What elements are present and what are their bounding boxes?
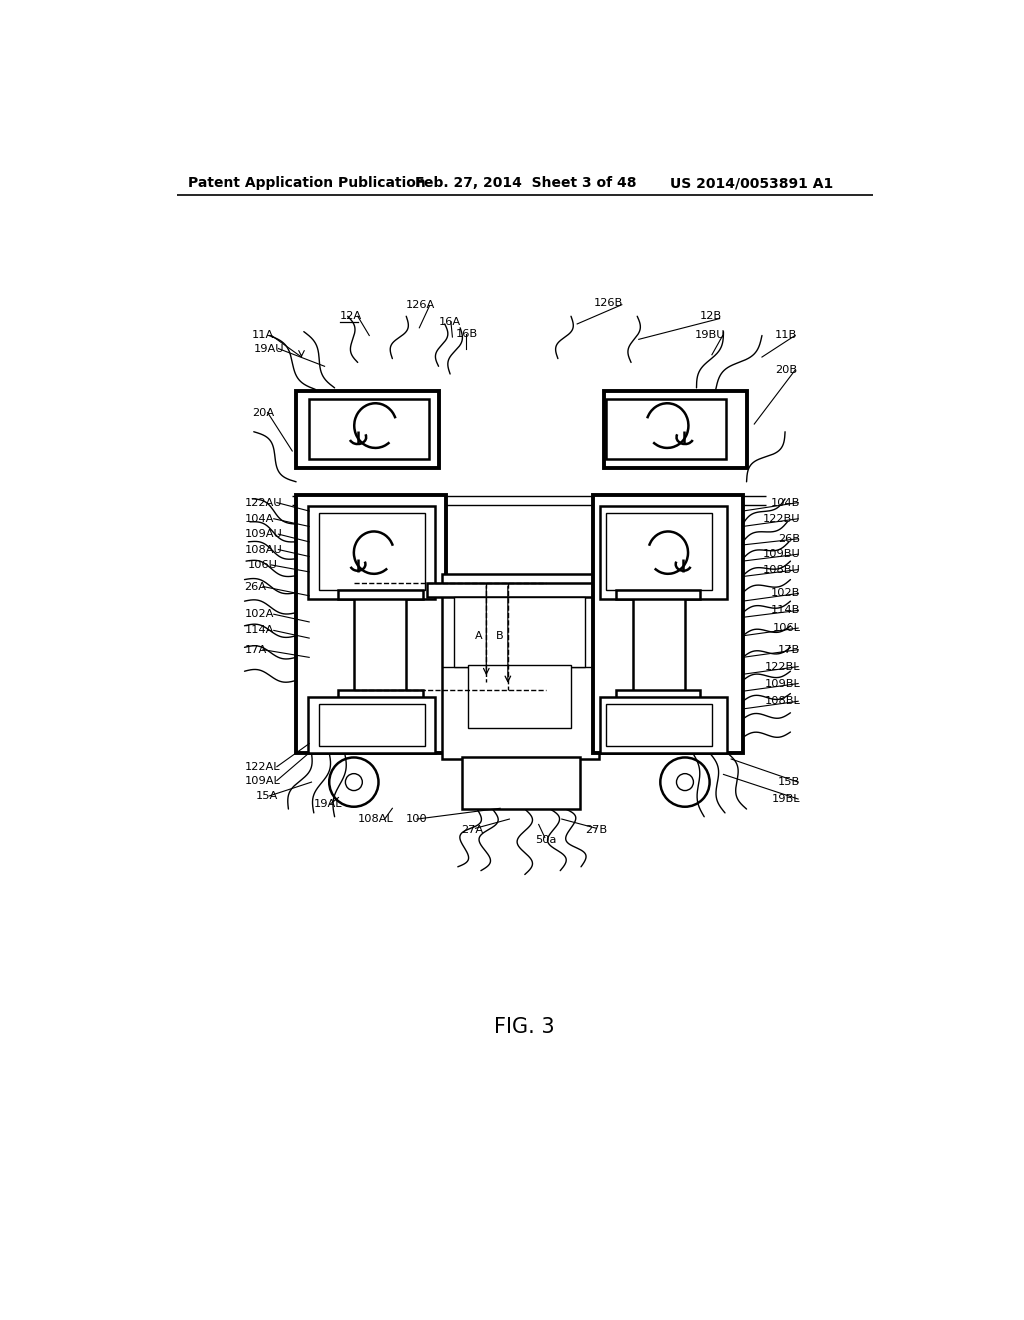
Text: 16B: 16B [456,329,477,339]
Bar [442,574,599,759]
Text: 16A: 16A [438,317,461,326]
Bar [307,507,435,599]
Text: 126A: 126A [407,300,435,310]
Bar [339,690,423,700]
Text: 20A: 20A [252,408,274,417]
Text: 122AL: 122AL [245,762,280,772]
Bar [605,704,712,746]
Text: 114A: 114A [245,626,273,635]
Text: 27A: 27A [462,825,483,834]
Text: 122AU: 122AU [245,498,283,508]
Text: 17B: 17B [778,644,801,655]
Text: 15B: 15B [778,777,801,787]
Text: Feb. 27, 2014  Sheet 3 of 48: Feb. 27, 2014 Sheet 3 of 48 [416,176,637,190]
Bar [319,512,425,590]
Text: 126B: 126B [594,298,624,308]
Bar [454,598,585,667]
Text: A: A [475,631,482,640]
Text: 12A: 12A [340,312,362,321]
Bar [615,590,700,599]
Text: 12B: 12B [699,312,722,321]
Text: FIG. 3: FIG. 3 [495,1016,555,1038]
Text: 102B: 102B [771,589,801,598]
Text: 108AU: 108AU [245,545,283,554]
Text: 17A: 17A [245,644,267,655]
Bar [309,399,429,459]
Text: 108BL: 108BL [765,696,801,706]
Text: 19AL: 19AL [313,799,342,809]
Text: 15A: 15A [255,791,278,801]
Text: 106L: 106L [772,623,801,634]
Text: 108AL: 108AL [357,814,393,824]
Bar [604,391,746,469]
Text: 109BL: 109BL [765,678,801,689]
Bar [339,590,423,599]
Bar [427,583,614,598]
Text: 19AU: 19AU [254,343,285,354]
Text: B: B [497,631,504,640]
Bar [296,391,438,469]
Text: 104A: 104A [245,513,273,524]
Text: 104B: 104B [771,498,801,508]
Bar [468,665,571,729]
Bar [296,495,446,752]
Text: 19BU: 19BU [694,330,725,341]
Bar [354,597,407,693]
Bar [633,597,685,693]
Bar [600,697,727,752]
Text: 20B: 20B [775,366,798,375]
Text: 27B: 27B [585,825,607,834]
Text: 102A: 102A [245,610,273,619]
Text: 122BU: 122BU [763,513,801,524]
Text: 122BL: 122BL [765,661,801,672]
Text: 108BU: 108BU [763,565,801,574]
Bar [462,756,581,809]
Text: 109BU: 109BU [763,549,801,560]
Text: 19BL: 19BL [772,795,801,804]
Text: 100: 100 [407,814,428,824]
Bar [615,690,700,700]
Text: 26B: 26B [778,533,801,544]
Text: 11B: 11B [775,330,798,341]
Bar [606,399,726,459]
Text: 50a: 50a [535,834,556,845]
Text: Patent Application Publication: Patent Application Publication [188,176,426,190]
Text: 26A: 26A [245,582,266,591]
Text: 114B: 114B [771,606,801,615]
Bar [593,495,742,752]
Text: 106U: 106U [248,560,278,570]
Text: 109AU: 109AU [245,529,283,539]
Text: 11A: 11A [252,330,274,341]
Bar [605,512,712,590]
Bar [307,697,435,752]
Text: US 2014/0053891 A1: US 2014/0053891 A1 [670,176,833,190]
Text: 109AL: 109AL [245,776,281,785]
Bar [600,507,727,599]
Bar [319,704,425,746]
